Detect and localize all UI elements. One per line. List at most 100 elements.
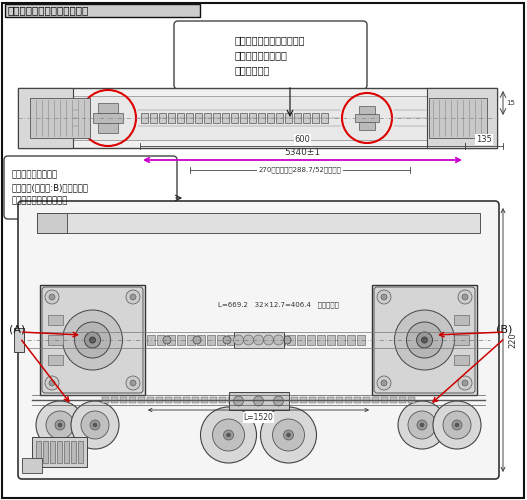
Circle shape [93,423,97,427]
Bar [177,113,184,123]
Bar [300,397,307,403]
Circle shape [433,401,481,449]
Bar [156,397,163,403]
Circle shape [81,411,109,439]
Bar [233,332,284,348]
Bar [147,335,155,345]
Circle shape [458,376,472,390]
Circle shape [45,376,59,390]
Bar [71,441,76,463]
Circle shape [223,430,233,440]
Circle shape [274,335,284,345]
Bar [165,397,172,403]
Bar [267,335,275,345]
Bar [359,106,375,114]
Text: 270（御客様：288.7/52ランク）: 270（御客様：288.7/52ランク） [259,166,341,173]
Circle shape [381,380,387,386]
Bar [246,397,253,403]
Circle shape [126,376,140,390]
Bar [48,315,63,325]
Text: 5340±1: 5340±1 [285,148,320,157]
Bar [78,441,83,463]
Circle shape [260,407,317,463]
Bar [327,397,334,403]
Circle shape [420,423,424,427]
Circle shape [283,336,291,344]
Bar [120,397,127,403]
Bar [48,355,63,365]
Bar [207,335,215,345]
Bar [282,397,289,403]
Bar [168,113,175,123]
Bar [141,113,148,123]
Bar [219,397,226,403]
FancyBboxPatch shape [174,21,367,89]
Bar [372,285,477,395]
Circle shape [443,411,471,439]
Circle shape [452,420,462,430]
Bar [303,113,310,123]
Circle shape [462,380,468,386]
Bar [454,335,469,345]
Circle shape [408,411,436,439]
Bar [111,397,118,403]
Bar [30,98,90,138]
Bar [201,397,208,403]
Bar [210,397,217,403]
Bar [147,397,154,403]
FancyBboxPatch shape [42,287,143,393]
Bar [363,397,370,403]
Bar [307,335,315,345]
Bar [390,397,397,403]
Text: 135: 135 [476,135,492,144]
Bar [297,335,305,345]
Bar [285,113,292,123]
Bar [372,397,379,403]
Bar [276,113,283,123]
Bar [48,335,63,345]
FancyBboxPatch shape [4,156,177,219]
Bar [5,4,200,17]
Bar [174,397,181,403]
Bar [240,113,247,123]
Bar [183,397,190,403]
Bar [227,335,235,345]
Bar [294,113,301,123]
Bar [93,113,123,123]
Circle shape [422,337,427,343]
Bar [312,113,319,123]
Bar [321,113,328,123]
Bar [159,113,166,123]
Circle shape [287,433,290,437]
Bar [28,96,487,140]
Bar [43,441,48,463]
Bar [222,113,229,123]
Bar [354,397,361,403]
Circle shape [55,420,65,430]
Bar [347,335,355,345]
Bar [249,113,256,123]
Circle shape [233,396,243,406]
Bar [291,397,298,403]
Circle shape [416,332,433,348]
Bar [40,285,145,395]
Bar [102,397,109,403]
Bar [267,113,274,123]
Bar [287,335,295,345]
Text: L=1520: L=1520 [243,413,274,422]
Circle shape [455,423,459,427]
Bar [258,113,265,123]
Circle shape [45,290,59,304]
Circle shape [227,433,230,437]
Text: 可動部は可動範囲を
二点鎖線(想像線:B)で図示し、
干渉チェックをします。: 可動部は可動範囲を 二点鎖線(想像線:B)で図示し、 干渉チェックをします。 [12,170,89,205]
Bar [336,397,343,403]
Bar [37,213,480,233]
Text: L=669.2   32×12.7=406.4   御客ヤック: L=669.2 32×12.7=406.4 御客ヤック [218,302,339,308]
Circle shape [233,335,243,345]
Bar [14,328,24,352]
Bar [228,397,235,403]
Circle shape [36,401,84,449]
Bar [399,397,406,403]
Circle shape [163,336,171,344]
Bar [355,114,379,122]
